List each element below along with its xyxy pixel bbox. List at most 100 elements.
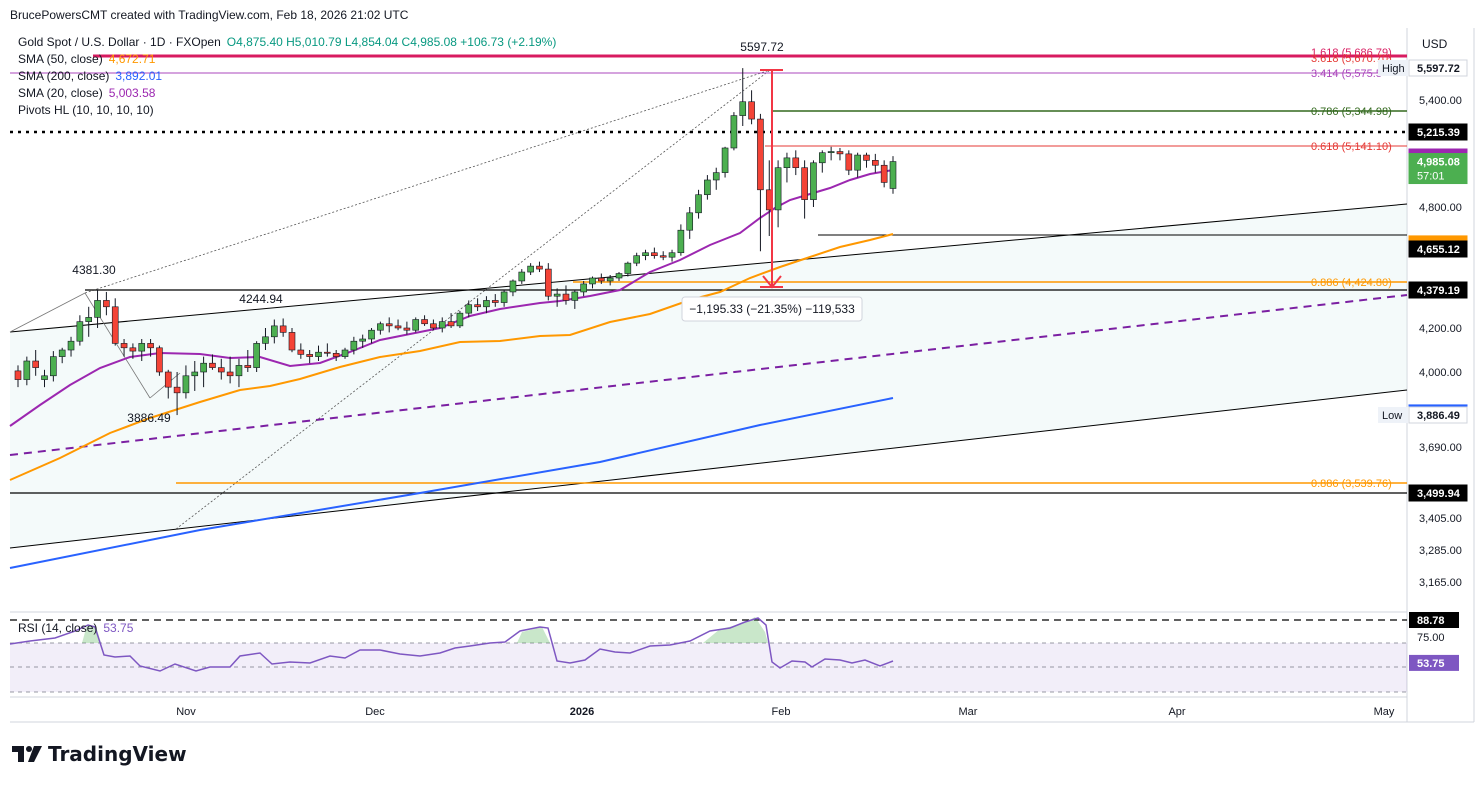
candle-body	[651, 252, 658, 257]
tradingview-logo[interactable]: TradingView	[12, 742, 187, 766]
candle-body	[571, 291, 579, 301]
price-badge-label: 4,379.19	[1417, 285, 1460, 297]
price-tag-box	[1378, 407, 1408, 423]
price-badge	[1408, 153, 1468, 185]
price-axis-ticks: 5,400.00 4,800.00 4,200.00 4,000.00 3,690.00…	[1419, 95, 1462, 589]
candle-body	[368, 329, 375, 340]
candle-body	[111, 306, 119, 344]
candle-body	[226, 371, 234, 377]
candle-body	[315, 351, 322, 357]
candle-body	[518, 271, 526, 282]
candle-body	[553, 293, 561, 297]
candle-body	[757, 118, 764, 191]
candle-body	[182, 375, 190, 394]
legend-sma200: SMA (200, close) 3,892.01	[18, 69, 162, 83]
price-badge	[1408, 484, 1468, 502]
candle-body	[527, 265, 534, 273]
candle-body	[668, 252, 676, 258]
candle-body	[836, 151, 844, 155]
candle-body	[686, 212, 694, 231]
candle-body	[94, 300, 101, 318]
candle-body	[827, 151, 835, 154]
time-axis-label: 2026	[570, 706, 594, 718]
candle-body	[217, 367, 225, 373]
candle-body	[483, 300, 490, 308]
fib-trend-dotted-1	[84, 69, 771, 294]
high-label: 5597.72	[740, 40, 784, 54]
candle-body	[394, 325, 402, 329]
candle-body	[138, 343, 146, 352]
candle-body	[341, 349, 349, 357]
candle-body	[129, 347, 137, 352]
candle-body	[103, 300, 110, 308]
price-tick-label: 3,285.00	[1419, 545, 1462, 557]
candle-body	[491, 300, 499, 303]
candle-body	[465, 304, 473, 314]
candle-body	[156, 347, 163, 373]
rsi-line	[9, 617, 894, 672]
candle-body	[430, 323, 437, 329]
rsi-tick-label: 53.75	[1417, 658, 1445, 670]
fib-886-upper-label: 0.886 (4,424.80)	[1311, 277, 1392, 289]
fib-786-label: 0.786 (5,344.98)	[1311, 106, 1392, 118]
price-badge	[1408, 240, 1468, 258]
candle-body	[332, 352, 340, 357]
candle-body	[164, 371, 172, 388]
candle-body	[209, 362, 216, 368]
candle-body	[14, 370, 22, 380]
price-tag-label: High	[1382, 63, 1405, 75]
candle-body	[748, 101, 755, 120]
candle-body	[589, 277, 596, 285]
rsi-badge	[1409, 612, 1459, 628]
candle-body	[456, 312, 464, 327]
candle-body	[67, 340, 75, 351]
candle-body	[739, 101, 747, 116]
candle-body	[845, 153, 853, 171]
candle-body	[288, 332, 296, 351]
price-tag-label: Low	[1382, 410, 1402, 422]
legend-sma20: SMA (20, close) 5,003.58	[18, 86, 156, 100]
candle-body	[244, 365, 252, 368]
candle-body	[350, 340, 358, 351]
candle-body	[147, 343, 154, 349]
legend-symbol: Gold Spot / U.S. Dollar · 1D · FXOpen O4,…	[18, 35, 556, 49]
candle-body	[359, 338, 366, 342]
rsi-legend: RSI (14, close) 53.75	[18, 621, 134, 635]
time-axis-label: Nov	[176, 706, 196, 718]
candle-body	[474, 304, 481, 308]
countdown-label: 57:01	[1417, 171, 1445, 183]
candle-body	[324, 351, 331, 354]
price-badge-label: 4,985.08	[1417, 157, 1460, 169]
price-tick-label: 4,000.00	[1419, 367, 1462, 379]
candle-body	[58, 349, 66, 357]
candle-body	[872, 160, 879, 166]
candle-body	[235, 365, 243, 377]
candle-body	[721, 147, 729, 173]
candle-body	[200, 362, 207, 373]
candle-body	[447, 321, 455, 327]
candle-body	[810, 162, 817, 200]
price-badge	[1408, 123, 1468, 141]
pivot-4244-label: 4244.94	[239, 292, 283, 306]
price-tick-label: 3,405.00	[1419, 513, 1462, 525]
rsi-band	[10, 643, 1407, 692]
legend[interactable]: Gold Spot / U.S. Dollar · 1D · FXOpen O4,…	[18, 35, 556, 117]
candle-body	[818, 152, 826, 164]
price-badge-label: 3,499.94	[1417, 488, 1461, 500]
candle-body	[783, 157, 791, 169]
time-axis-label: Feb	[772, 706, 791, 718]
candle-body	[536, 265, 543, 270]
rsi-tick-label: 75.00	[1417, 632, 1445, 644]
candle-body	[279, 325, 287, 333]
candle-body	[173, 386, 181, 394]
price-badge-label: 5,597.72	[1417, 63, 1460, 75]
candle-body	[438, 321, 446, 329]
price-axis-badges: 5,597.72High5,215.395,003.584,985.0857:0…	[1378, 59, 1468, 502]
price-badge	[1408, 281, 1468, 299]
pivot-4381-label: 4381.30	[72, 263, 116, 277]
candle-body	[412, 319, 420, 331]
rsi-overbought-fill	[82, 617, 768, 643]
candle-body	[642, 252, 649, 257]
candle-body	[262, 336, 269, 344]
